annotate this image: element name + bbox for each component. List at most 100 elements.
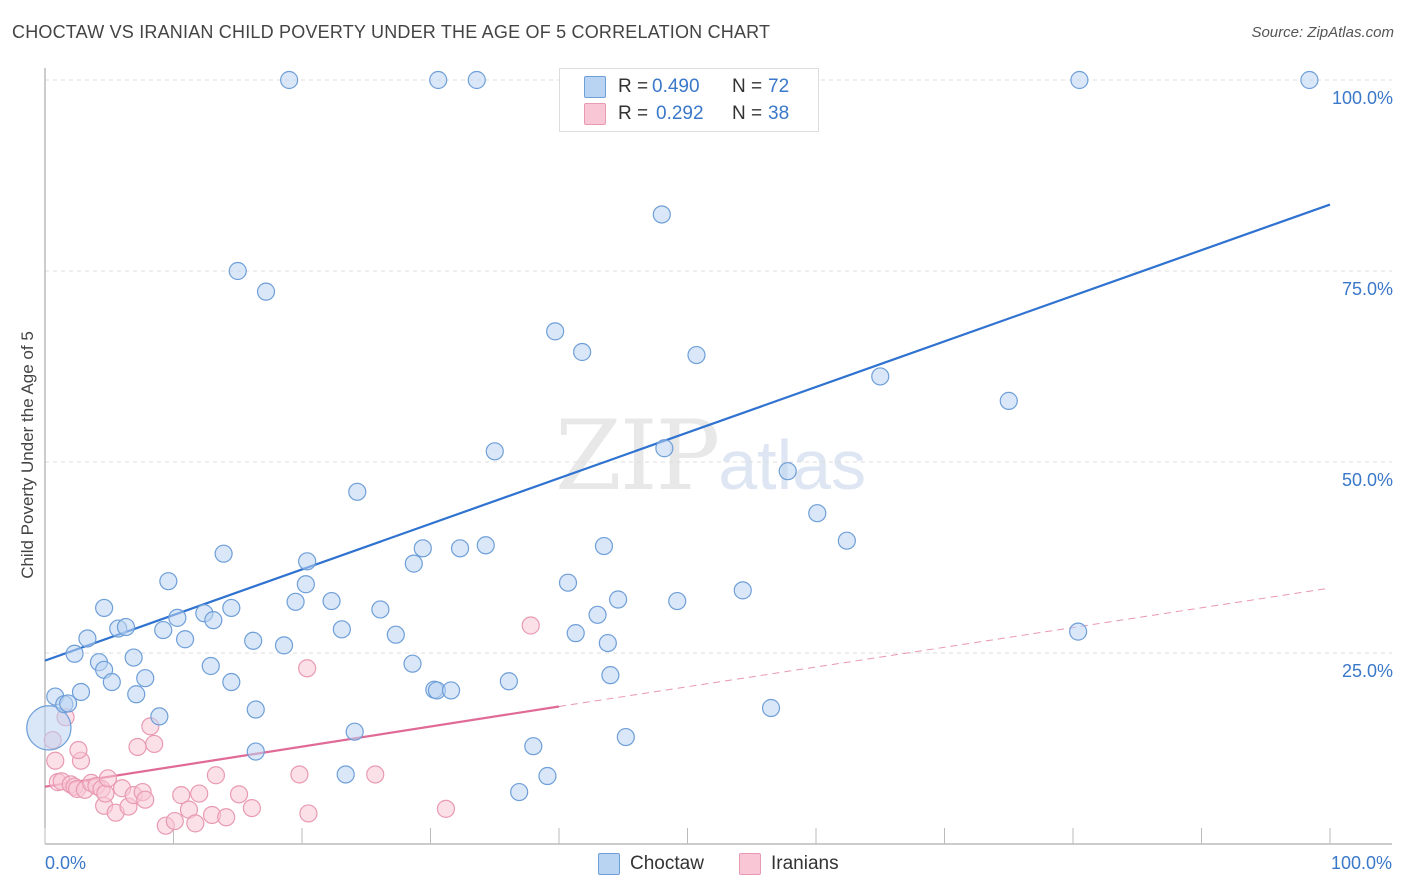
point-choctaw: [546, 322, 565, 341]
point-choctaw: [598, 633, 617, 653]
point-iranians: [128, 737, 147, 757]
point-choctaw: [154, 620, 173, 640]
tick-labels: 0.0% 100.0% 25.0% 50.0% 75.0% 100.0%: [45, 88, 1393, 873]
point-choctaw: [566, 624, 585, 643]
point-choctaw: [274, 636, 294, 655]
chart-title: CHOCTAW VS IRANIAN CHILD POVERTY UNDER T…: [12, 22, 771, 42]
point-choctaw: [499, 672, 518, 691]
bottom-legend-label-iranians: Iranians: [771, 853, 839, 874]
point-choctaw: [450, 539, 470, 558]
point-choctaw: [65, 644, 84, 663]
point-choctaw: [778, 462, 797, 481]
point-choctaw: [1300, 70, 1319, 90]
point-choctaw: [298, 552, 317, 571]
point-choctaw: [476, 536, 495, 555]
grid-lines: [45, 79, 1392, 654]
axes: [44, 68, 1392, 845]
point-iranians: [299, 804, 318, 823]
point-choctaw: [348, 482, 367, 501]
point-choctaw: [201, 656, 220, 676]
point-choctaw: [204, 611, 223, 630]
point-iranians: [145, 734, 164, 754]
point-iranians: [136, 790, 155, 809]
point-choctaw: [102, 672, 121, 692]
point-choctaw: [222, 672, 241, 692]
point-choctaw: [168, 608, 187, 627]
point-choctaw: [404, 554, 423, 573]
point-choctaw: [332, 620, 351, 639]
point-choctaw: [510, 782, 529, 802]
point-iranians: [436, 799, 456, 818]
point-choctaw: [175, 630, 195, 649]
point-choctaw: [413, 539, 432, 558]
point-iranians: [366, 765, 385, 784]
bottom-legend-iranians: Iranians: [739, 852, 839, 876]
point-choctaw: [159, 572, 178, 591]
point-choctaw: [403, 654, 422, 673]
watermark: ZIPatlas: [555, 400, 866, 512]
point-choctaw: [467, 70, 486, 90]
trend-line-iranians-extension: [558, 587, 1331, 707]
legend-r-label: R =: [618, 103, 649, 124]
point-choctaw: [601, 666, 620, 685]
point-choctaw: [222, 598, 241, 618]
y-tick-label: 75.0%: [1342, 279, 1393, 299]
point-choctaw: [573, 342, 592, 362]
point-choctaw: [655, 439, 674, 458]
point-choctaw: [136, 669, 155, 688]
point-choctaw: [999, 391, 1018, 410]
trend-line-iranians: [44, 705, 560, 788]
point-choctaw: [244, 631, 263, 650]
point-choctaw: [280, 70, 299, 90]
legend-n-label: N =: [732, 103, 763, 124]
point-choctaw: [733, 581, 752, 600]
point-iranians: [96, 784, 115, 803]
point-choctaw: [371, 600, 390, 619]
legend-n-label: N =: [732, 76, 763, 97]
point-choctaw: [78, 629, 97, 648]
point-iranians: [190, 784, 209, 803]
point-choctaw: [441, 681, 461, 700]
point-choctaw: [808, 504, 827, 523]
point-choctaw: [485, 442, 504, 461]
y-axis-label: Child Poverty Under the Age of 5: [18, 331, 37, 579]
point-iranians: [165, 811, 184, 831]
point-choctaw: [228, 261, 247, 281]
point-iranians: [98, 769, 118, 788]
point-iranians: [172, 786, 191, 805]
point-choctaw: [124, 648, 143, 667]
point-choctaw: [594, 536, 614, 556]
x-tick-label: 0.0%: [45, 853, 86, 873]
y-tick-label: 25.0%: [1342, 661, 1393, 681]
point-iranians: [206, 766, 226, 785]
bottom-legend-choctaw: Choctaw: [598, 852, 704, 876]
point-iranians: [229, 785, 249, 804]
point-choctaw: [429, 70, 448, 90]
point-choctaw: [296, 575, 315, 594]
point-choctaw: [345, 722, 364, 741]
point-choctaw: [71, 682, 91, 702]
legend-n-value: 72: [768, 76, 790, 97]
x-tick-label: 100.0%: [1331, 853, 1392, 873]
point-iranians: [521, 616, 540, 635]
point-choctaw: [336, 765, 355, 784]
point-choctaw: [524, 737, 543, 756]
y-tick-label: 100.0%: [1332, 88, 1393, 108]
point-choctaw: [214, 544, 233, 563]
legend: R = 0.490 N = 72 R = 0.292 N = 38: [559, 68, 819, 132]
legend-n-value: 38: [768, 103, 790, 124]
point-iranians: [290, 765, 309, 784]
point-choctaw: [322, 591, 341, 611]
point-choctaw: [588, 605, 607, 624]
point-choctaw: [1070, 70, 1089, 90]
point-iranians: [46, 751, 65, 770]
point-choctaw: [538, 766, 557, 786]
bottom-legend-swatch-iranians: [739, 853, 761, 875]
point-choctaw: [837, 531, 856, 550]
y-tick-label: 50.0%: [1342, 470, 1393, 490]
point-choctaw: [558, 573, 578, 592]
data-points: [26, 70, 1319, 835]
legend-swatch-iranians: [584, 103, 606, 125]
legend-r-value: 0.490: [652, 76, 700, 97]
